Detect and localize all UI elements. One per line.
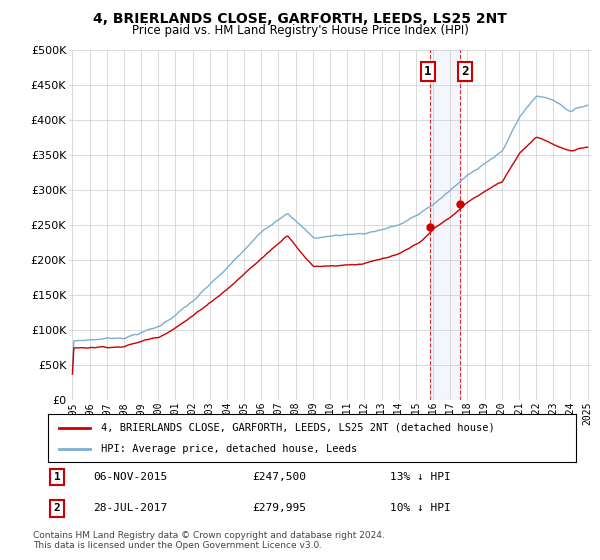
- Text: 1: 1: [424, 65, 431, 78]
- Text: 4, BRIERLANDS CLOSE, GARFORTH, LEEDS, LS25 2NT: 4, BRIERLANDS CLOSE, GARFORTH, LEEDS, LS…: [93, 12, 507, 26]
- Text: £247,500: £247,500: [252, 472, 306, 482]
- Text: 1: 1: [53, 472, 61, 482]
- Text: Contains HM Land Registry data © Crown copyright and database right 2024.
This d: Contains HM Land Registry data © Crown c…: [33, 530, 385, 550]
- Text: £279,995: £279,995: [252, 503, 306, 514]
- Text: 28-JUL-2017: 28-JUL-2017: [93, 503, 167, 514]
- Text: 2: 2: [53, 503, 61, 514]
- Text: 2: 2: [461, 65, 469, 78]
- Text: HPI: Average price, detached house, Leeds: HPI: Average price, detached house, Leed…: [101, 444, 357, 454]
- Text: 06-NOV-2015: 06-NOV-2015: [93, 472, 167, 482]
- Bar: [430, 50, 460, 400]
- Text: Price paid vs. HM Land Registry's House Price Index (HPI): Price paid vs. HM Land Registry's House …: [131, 24, 469, 36]
- Text: 4, BRIERLANDS CLOSE, GARFORTH, LEEDS, LS25 2NT (detached house): 4, BRIERLANDS CLOSE, GARFORTH, LEEDS, LS…: [101, 423, 494, 433]
- Text: 10% ↓ HPI: 10% ↓ HPI: [390, 503, 451, 514]
- Text: 13% ↓ HPI: 13% ↓ HPI: [390, 472, 451, 482]
